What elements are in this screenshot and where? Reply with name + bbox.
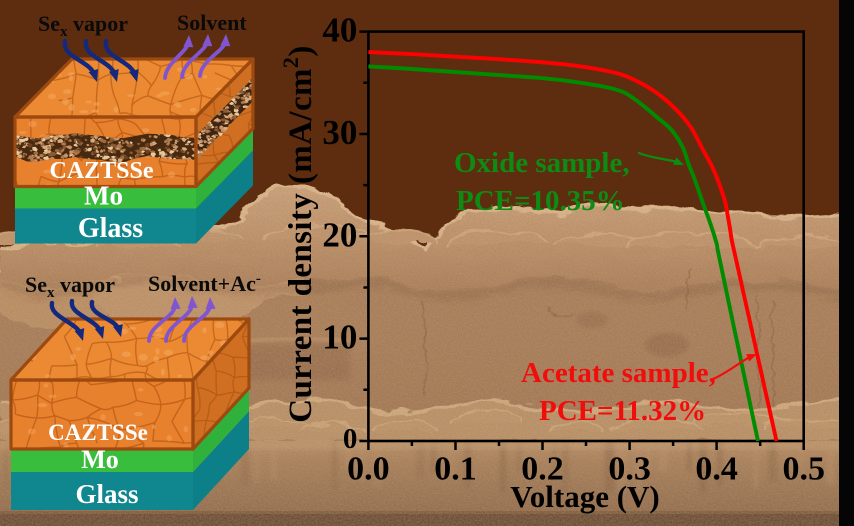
svg-text:Solvent: Solvent [177,10,247,35]
svg-text:Sex vapor: Sex vapor [25,272,115,301]
svg-text:20: 20 [322,215,357,254]
svg-text:Mo: Mo [81,445,119,474]
svg-text:Mo: Mo [84,181,123,211]
svg-text:0.3: 0.3 [608,451,651,488]
svg-text:0.2: 0.2 [521,451,564,488]
svg-text:Oxide sample,: Oxide sample, [454,147,630,179]
svg-text:10: 10 [322,318,357,357]
svg-text:Current density (mA/cm2): Current density (mA/cm2) [278,45,319,422]
svg-text:PCE=11.32%: PCE=11.32% [539,395,706,427]
svg-text:Acetate sample,: Acetate sample, [521,357,716,389]
svg-text:0: 0 [343,423,358,455]
svg-text:Glass: Glass [75,479,138,509]
svg-text:Sex vapor: Sex vapor [38,11,128,40]
svg-text:0.0: 0.0 [347,451,390,488]
svg-text:0.1: 0.1 [434,451,477,488]
svg-text:Solvent+Ac-: Solvent+Ac- [148,271,261,296]
svg-text:Glass: Glass [78,213,143,244]
svg-text:Voltage (V): Voltage (V) [510,479,660,514]
svg-text:PCE=10.35%: PCE=10.35% [456,185,625,217]
svg-text:40: 40 [322,11,357,50]
svg-text:30: 30 [322,113,357,152]
svg-text:CAZTSSe: CAZTSSe [48,420,148,445]
svg-text:0.4: 0.4 [695,451,738,488]
svg-text:CAZTSSe: CAZTSSe [49,158,153,184]
svg-text:0.5: 0.5 [782,451,825,488]
